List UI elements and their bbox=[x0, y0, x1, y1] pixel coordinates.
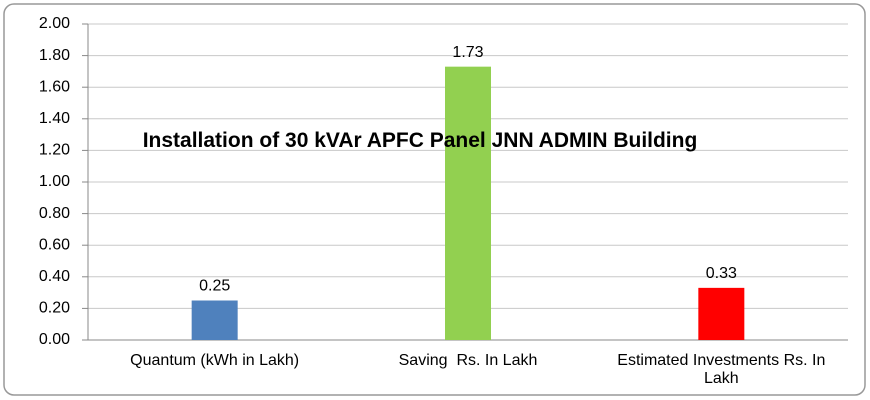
x-tick-label: Quantum (kWh in Lakh) bbox=[130, 352, 300, 369]
bar bbox=[698, 287, 745, 340]
x-tick-label: Saving Rs. In Lakh bbox=[398, 352, 538, 369]
y-tick-label: 1.40 bbox=[39, 110, 70, 127]
bar bbox=[445, 66, 491, 340]
y-tick-label: 0.80 bbox=[39, 205, 70, 222]
chart-frame bbox=[3, 3, 866, 396]
y-tick-label: 2.00 bbox=[39, 15, 70, 32]
x-tick-label: Estimated Investments Rs. In Lakh bbox=[617, 352, 830, 387]
y-tick-label: 1.60 bbox=[39, 78, 70, 95]
data-label: 0.33 bbox=[706, 265, 737, 282]
data-label: 0.25 bbox=[199, 278, 230, 295]
y-tick-label: 1.20 bbox=[39, 142, 70, 159]
bar bbox=[191, 300, 238, 340]
chart-title: Installation of 30 kVAr APFC Panel JNN A… bbox=[142, 129, 698, 152]
data-label: 1.73 bbox=[452, 44, 483, 61]
y-tick-label: 0.20 bbox=[39, 300, 70, 317]
y-tick-label: 1.80 bbox=[39, 47, 70, 64]
y-tick-label: 1.00 bbox=[39, 173, 70, 190]
y-tick-label: 0.40 bbox=[39, 268, 70, 285]
y-tick-label: 0.60 bbox=[39, 236, 70, 253]
y-tick-label: 0.00 bbox=[39, 331, 70, 348]
